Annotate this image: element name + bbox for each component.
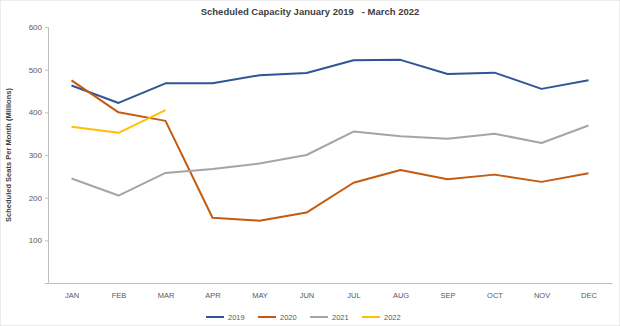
background — [0, 0, 620, 326]
x-tick: JUN — [300, 283, 315, 300]
x-tick: AUG — [393, 283, 409, 300]
x-tick: OCT — [487, 283, 503, 300]
x-tick-label: OCT — [487, 291, 503, 300]
y-tick-label: 300 — [29, 151, 43, 160]
y-tick-mark — [45, 27, 48, 28]
legend-label: 2022 — [384, 313, 401, 322]
y-axis-title: Scheduled Seats Per Month (Millions) — [4, 88, 13, 222]
y-tick-mark — [45, 155, 48, 156]
y-axis-line — [45, 28, 49, 284]
series-group — [72, 60, 589, 221]
x-tick: JAN — [65, 283, 79, 300]
x-tick-label: AUG — [393, 291, 409, 300]
legend-label: 2019 — [228, 313, 245, 322]
x-axis-line — [49, 283, 613, 284]
legend-swatch — [206, 316, 224, 318]
legend: 2019 2020 2021 2022 — [206, 313, 401, 322]
x-tick-label: MAY — [252, 291, 268, 300]
legend-swatch — [362, 316, 380, 318]
legend-item: 2020 — [258, 313, 297, 322]
y-tick: 400 — [29, 108, 48, 117]
x-tick: JUL — [347, 283, 360, 300]
y-tick: 500 — [29, 66, 48, 75]
series-line — [72, 80, 589, 220]
y-tick: 100 — [29, 236, 48, 245]
plot-area: 100 200 300 400 500 600 JAN FEB MAR APR MAY JUN JUL A… — [29, 23, 613, 300]
series-line — [72, 110, 166, 133]
y-tick: 200 — [29, 194, 48, 203]
y-tick: 600 — [29, 23, 48, 32]
y-axis: 100 200 300 400 500 600 — [29, 23, 49, 283]
x-tick: NOV — [534, 283, 550, 300]
title: Scheduled Capacity January 2019 - March … — [201, 6, 420, 17]
x-tick: MAR — [158, 283, 175, 300]
x-tick-label: SEP — [440, 291, 455, 300]
x-tick-label: FEB — [112, 291, 127, 300]
y-tick-mark — [45, 240, 48, 241]
legend-label: 2020 — [280, 313, 297, 322]
y-tick-label: 100 — [29, 236, 43, 245]
x-tick: DEC — [581, 283, 597, 300]
series-line — [72, 126, 589, 196]
y-tick-mark — [45, 112, 48, 113]
legend-item: 2022 — [362, 313, 401, 322]
legend-swatch — [310, 316, 328, 318]
legend-item: 2021 — [310, 313, 349, 322]
y-tick-label: 200 — [29, 194, 43, 203]
y-tick-mark — [45, 70, 48, 71]
series-line — [72, 60, 589, 103]
y-tick-label: 600 — [29, 23, 43, 32]
y-tick-label: 500 — [29, 66, 43, 75]
x-tick-label: JAN — [65, 291, 79, 300]
x-axis: JAN FEB MAR APR MAY JUN JUL AUG SEP OCT NOV DEC — [49, 283, 613, 300]
legend-item: 2019 — [206, 313, 245, 322]
x-tick-label: JUL — [347, 291, 360, 300]
x-tick: FEB — [112, 283, 127, 300]
x-tick: SEP — [440, 283, 455, 300]
x-tick-label: NOV — [534, 291, 550, 300]
legend-swatch — [258, 316, 276, 318]
x-tick-label: DEC — [581, 291, 597, 300]
y-tick-mark — [45, 198, 48, 199]
x-tick-label: JUN — [300, 291, 315, 300]
y-tick: 300 — [29, 151, 48, 160]
y-tick-label: 400 — [29, 108, 43, 117]
x-tick-label: MAR — [158, 291, 175, 300]
x-tick: MAY — [252, 283, 268, 300]
chart: 100 200 300 400 500 600 JAN FEB MAR APR MAY JUN JUL A… — [0, 0, 620, 326]
x-tick-label: APR — [205, 291, 221, 300]
x-tick: APR — [205, 283, 221, 300]
legend-label: 2021 — [332, 313, 349, 322]
